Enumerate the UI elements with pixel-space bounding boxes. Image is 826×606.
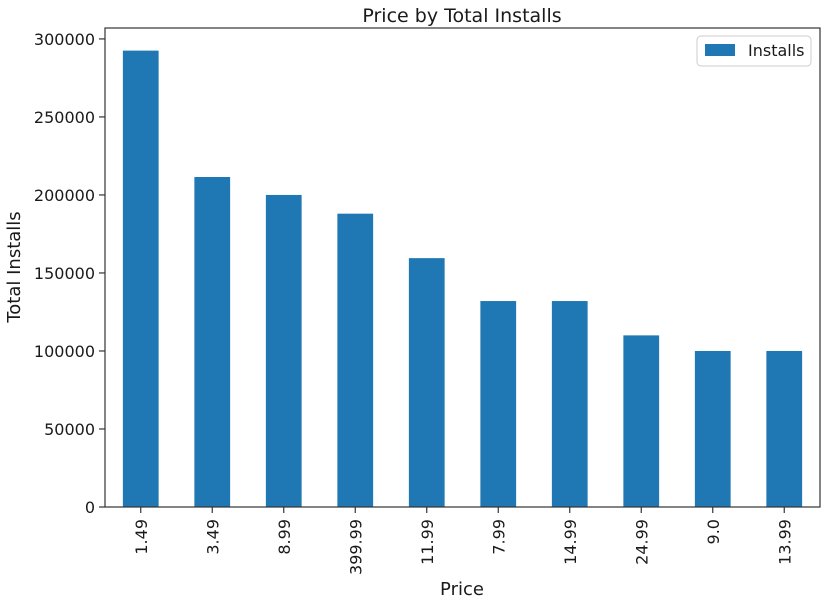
plot-frame <box>104 27 821 508</box>
x-tick-label: 13.99 <box>775 519 794 565</box>
x-tick-label: 7.99 <box>489 519 508 555</box>
x-tick-label: 24.99 <box>632 519 651 565</box>
bar-13.99 <box>766 350 803 507</box>
bar-399.99 <box>337 213 374 507</box>
x-tick-label: 3.49 <box>203 519 222 555</box>
bar-11.99 <box>408 258 445 507</box>
legend-swatch-installs <box>705 44 735 56</box>
bar-7.99 <box>480 301 517 507</box>
bar-14.99 <box>551 301 588 507</box>
y-tick-label: 150000 <box>34 264 95 283</box>
legend-box <box>696 35 812 67</box>
y-tick-label: 50000 <box>44 420 95 439</box>
bar-1.49 <box>122 50 159 507</box>
y-axis: 0 50000 100000 150000 200000 250000 300000 <box>34 30 105 517</box>
x-tick-label: 14.99 <box>561 519 580 565</box>
y-axis-label: Total Installs <box>4 211 25 323</box>
x-tick-label: 11.99 <box>418 519 437 565</box>
bars-group <box>122 50 803 507</box>
x-tick-label: 399.99 <box>346 519 365 575</box>
legend: Installs <box>696 35 812 67</box>
x-tick-label: 1.49 <box>132 519 151 555</box>
y-tick-label: 300000 <box>34 30 95 49</box>
y-tick-label: 200000 <box>34 186 95 205</box>
bar-24.99 <box>623 335 660 507</box>
y-tick-label: 0 <box>85 498 95 517</box>
legend-label-installs: Installs <box>748 41 805 60</box>
y-tick-label: 250000 <box>34 108 95 127</box>
bar-9.0 <box>694 350 731 507</box>
x-tick-label: 8.99 <box>275 519 294 555</box>
y-tick-label: 100000 <box>34 342 95 361</box>
x-axis: 1.49 3.49 8.99 399.99 11.99 7.99 14.99 24.99 9.0… <box>132 507 794 575</box>
bar-8.99 <box>265 194 302 507</box>
bar-3.49 <box>194 177 231 507</box>
chart-title: Price by Total Installs <box>362 5 561 27</box>
x-tick-label: 9.0 <box>704 519 723 544</box>
x-axis-label: Price <box>440 579 484 600</box>
